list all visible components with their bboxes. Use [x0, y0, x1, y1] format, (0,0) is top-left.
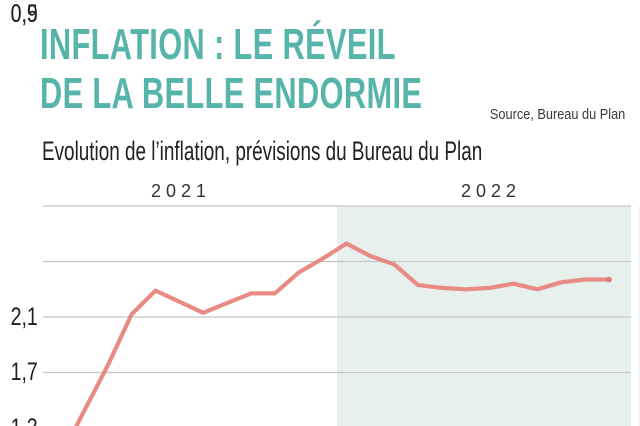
page-title: INFLATION : LE RÉVEIL DE LA BELLE ENDORMI… — [40, 20, 586, 118]
title-text: INFLATION : LE RÉVEIL DE LA BELLE ENDORMI… — [40, 20, 422, 118]
line-end-dot — [606, 276, 612, 283]
source-credit: Source, Bureau du Plan — [489, 106, 625, 123]
inflation-line — [74, 241, 612, 426]
y-tick-1-7: 1,7 — [10, 358, 38, 386]
chart-subtitle: Evolution de l’inflation, prévisions du … — [42, 136, 483, 166]
x-axis-label-2021: 2021 — [150, 181, 212, 201]
title-line-1: INFLATION : LE RÉVEIL — [40, 20, 396, 69]
y-tick-0-5: 0,5 — [10, 0, 38, 28]
y-tick-2-1: 2,1 — [10, 303, 38, 331]
title-line-2: DE LA BELLE ENDORMIE — [40, 69, 423, 118]
y-tick-0-9: 0,9 — [10, 0, 38, 28]
forecast-region-edge-sliver — [638, 206, 640, 426]
forecast-region — [337, 206, 631, 426]
x-axis-label-2022: 2022 — [460, 181, 522, 201]
y-tick-1-3: 1,3 — [0, 414, 38, 426]
